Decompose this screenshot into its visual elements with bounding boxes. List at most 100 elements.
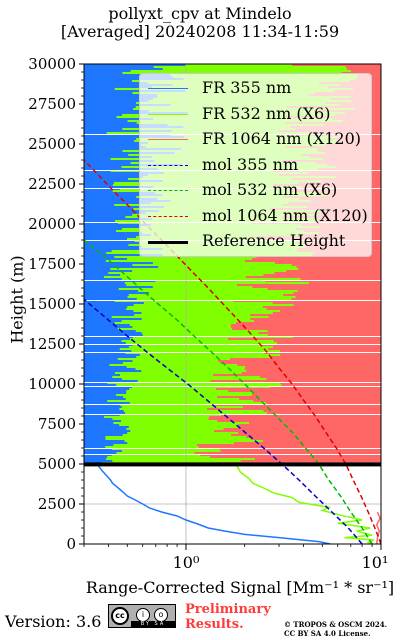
noise-355: [84, 328, 118, 330]
noise-355: [84, 70, 131, 72]
noise-355: [84, 184, 113, 186]
noise-532: [84, 292, 294, 294]
share-alike-icon: o: [154, 608, 168, 622]
noise-355: [84, 292, 149, 294]
noise-355: [84, 178, 128, 180]
noise-355: [84, 190, 113, 192]
noise-532: [84, 330, 268, 332]
noise-355: [84, 332, 142, 334]
noise-355: [84, 266, 159, 268]
y-tick-label: 27500: [28, 95, 76, 113]
noise-355: [84, 86, 152, 88]
noise-532: [84, 422, 250, 424]
license-strip: BY SA: [131, 621, 175, 627]
noise-532: [84, 258, 252, 260]
noise-532: [84, 268, 299, 270]
noise-355: [84, 390, 127, 392]
noise-355: [84, 224, 151, 226]
noise-532: [84, 350, 281, 352]
noise-532: [84, 438, 251, 440]
noise-355: [84, 296, 128, 298]
noise-355: [84, 218, 152, 220]
noise-355: [84, 192, 156, 194]
noise-355: [84, 124, 168, 126]
noise-355: [84, 438, 106, 440]
noise-532: [84, 436, 247, 438]
noise-355: [84, 200, 171, 202]
legend-label: FR 355 nm: [202, 78, 292, 97]
noise-532: [84, 290, 298, 292]
noise-355: [84, 122, 137, 124]
noise-gap: [84, 382, 381, 383]
legend-item: mol 532 nm (X6): [148, 179, 373, 201]
noise-355: [84, 288, 119, 290]
noise-532: [84, 264, 292, 266]
noise-355: [84, 172, 164, 174]
noise-355: [84, 410, 124, 412]
noise-355: [84, 148, 181, 150]
y-tick-label: 0: [66, 535, 76, 553]
noise-532: [84, 430, 215, 432]
legend-item: FR 355 nm: [148, 77, 373, 99]
noise-532: [84, 364, 238, 366]
noise-532: [84, 342, 278, 344]
noise-355: [84, 428, 127, 430]
noise-gap: [84, 300, 381, 301]
noise-355: [84, 142, 148, 144]
cc-by-sa-icon: cc i o BY SA: [108, 604, 176, 628]
noise-355: [84, 272, 109, 274]
noise-355: [84, 440, 125, 442]
noise-355: [84, 308, 127, 310]
noise-355: [84, 394, 116, 396]
noise-532: [84, 428, 224, 430]
noise-355: [84, 206, 165, 208]
series-line-fr-532-nm-x6-: [235, 463, 375, 544]
noise-532: [84, 406, 243, 408]
noise-532: [84, 384, 282, 386]
noise-532: [84, 418, 209, 420]
noise-355: [84, 208, 134, 210]
noise-532: [84, 270, 287, 272]
noise-532: [84, 294, 284, 296]
noise-532: [84, 374, 214, 376]
noise-355: [84, 236, 137, 238]
noise-532: [84, 260, 245, 262]
noise-355: [84, 284, 127, 286]
noise-355: [84, 114, 123, 116]
y-tick-label: 20000: [28, 215, 76, 233]
chart-subtitle: [Averaged] 20240208 11:34-11:59: [60, 22, 340, 41]
preliminary-notice: Preliminary Results.: [185, 602, 271, 632]
noise-355: [84, 306, 128, 308]
noise-355: [84, 310, 134, 312]
noise-355: [84, 256, 115, 258]
noise-355: [84, 412, 126, 414]
noise-355: [84, 228, 122, 230]
noise-355: [84, 90, 186, 92]
noise-532: [84, 288, 268, 290]
noise-355: [84, 166, 122, 168]
noise-355: [84, 290, 139, 292]
noise-355: [84, 416, 105, 418]
noise-355: [84, 334, 143, 336]
noise-532: [84, 320, 255, 322]
legend-swatch: [148, 139, 188, 140]
noise-355: [84, 182, 114, 184]
legend-item: FR 1064 nm (X120): [148, 128, 373, 150]
noise-532: [84, 66, 346, 68]
noise-532: [84, 284, 237, 286]
noise-355: [84, 116, 117, 118]
noise-355: [84, 126, 184, 128]
noise-355: [84, 72, 123, 74]
noise-355: [84, 120, 128, 122]
noise-355: [84, 330, 136, 332]
noise-355: [84, 164, 181, 166]
noise-355: [84, 160, 155, 162]
legend-item: Reference Height: [148, 230, 373, 252]
copyright-notice: © TROPOS & OSCM 2024. CC BY SA 4.0 Licen…: [284, 620, 388, 638]
noise-gap: [84, 404, 381, 405]
noise-355: [84, 168, 158, 170]
noise-355: [84, 156, 153, 158]
noise-355: [84, 324, 130, 326]
legend-swatch: [148, 164, 188, 166]
noise-532: [84, 452, 195, 454]
